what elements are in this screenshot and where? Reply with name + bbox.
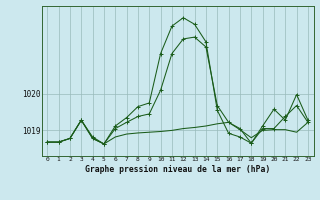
X-axis label: Graphe pression niveau de la mer (hPa): Graphe pression niveau de la mer (hPa) <box>85 165 270 174</box>
